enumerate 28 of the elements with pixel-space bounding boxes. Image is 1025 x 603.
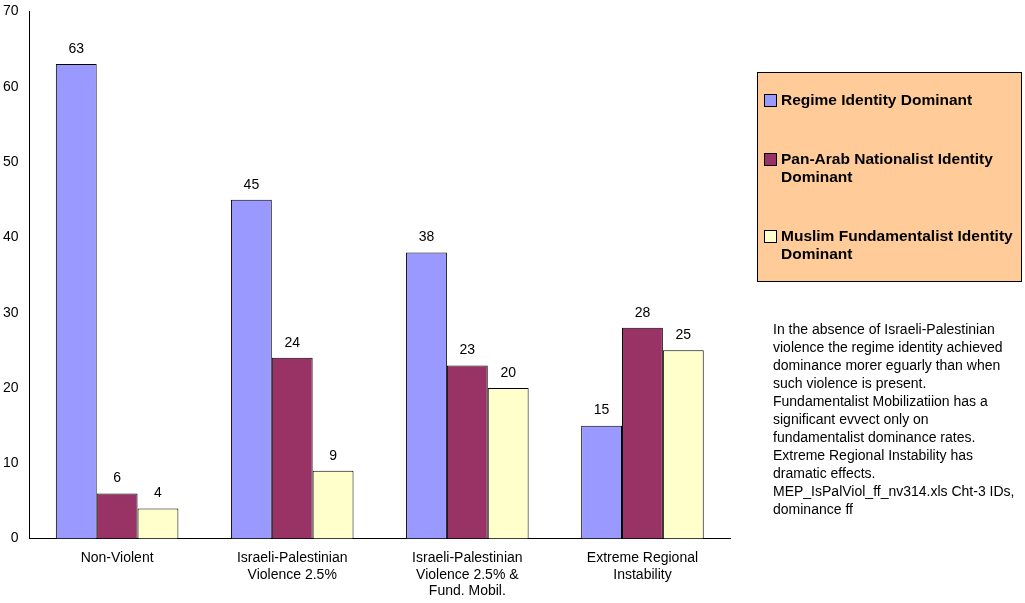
data-label: 15 <box>593 401 610 418</box>
data-label: 45 <box>243 175 260 192</box>
data-label: 20 <box>500 363 517 380</box>
data-label: 23 <box>459 341 476 358</box>
x-tick-label: Non-Violent <box>80 548 154 565</box>
data-label: 28 <box>634 303 651 320</box>
text: In the absence of Israeli-Palestinian violence the regime identity achieved dominance morer eguarly than when such violence is present. Fundamentalist Mobilizatiion has a significant evvect only on fundamentalist dominance rates. Extreme Regional Instability has dramatic effects. MEP_IsPalViol_ff_nv314.xls Cht-3 IDs, dominance ff <box>773 321 1015 517</box>
y-tick-label: 50 <box>2 152 19 169</box>
y-tick-label: 30 <box>2 303 19 320</box>
data-label: 25 <box>675 326 692 343</box>
data-label: 38 <box>418 228 435 245</box>
y-tick-label: 0 <box>10 529 19 546</box>
data-label: 6 <box>113 469 122 486</box>
y-tick-label: 40 <box>2 228 19 245</box>
x-tick-label: Israeli-Palestinian Violence 2.5% & Fund. Mobil. <box>412 548 523 599</box>
y-tick-label: 20 <box>2 378 19 395</box>
data-label: 63 <box>68 39 85 56</box>
legend-label: Regime Identity Dominant <box>781 91 973 109</box>
y-tick-label: 10 <box>2 454 19 471</box>
data-label: 4 <box>154 484 163 501</box>
data-label: 9 <box>329 446 338 463</box>
legend-label: Muslim Fundamentalist Identity Dominant <box>781 227 1014 263</box>
x-tick-label: Israeli-Palestinian Violence 2.5% <box>236 548 348 582</box>
x-tick-label: Extreme Regional Instability <box>586 548 699 582</box>
data-label: 24 <box>284 333 301 350</box>
y-tick-label: 60 <box>2 77 19 94</box>
legend-label: Pan-Arab Nationalist Identity Dominant <box>781 150 994 186</box>
y-tick-label: 70 <box>2 2 19 19</box>
